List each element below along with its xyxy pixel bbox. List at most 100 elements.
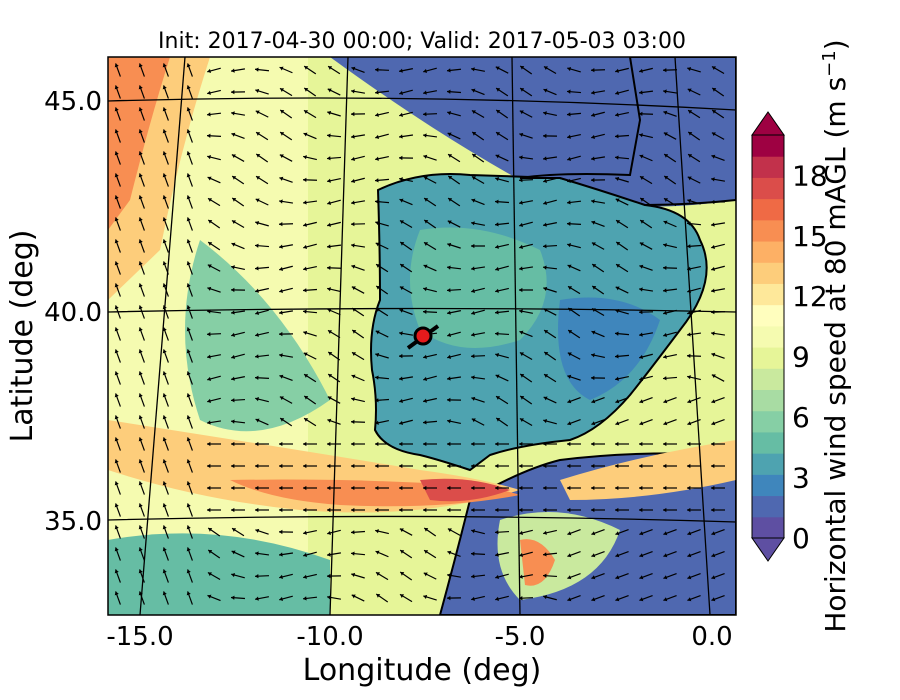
- x-tick-label: -15.0: [106, 622, 173, 652]
- wind-vector-head: [711, 199, 715, 205]
- x-axis-label: Longitude (deg): [303, 653, 542, 688]
- wind-vector-head: [496, 88, 501, 92]
- wind-vector-head: [495, 66, 500, 71]
- wind-vector-head: [663, 354, 667, 359]
- wind-vector-head: [162, 591, 167, 596]
- wind-vector-head: [496, 417, 501, 422]
- wind-vector-head: [447, 132, 452, 137]
- wind-vector-head: [162, 393, 167, 398]
- wind-vector-head: [114, 371, 119, 376]
- wind-vector-head: [304, 88, 309, 92]
- wind-vector-head: [663, 485, 667, 491]
- site-marker: [413, 326, 433, 346]
- wind-vector-head: [162, 195, 167, 200]
- wind-vector-head: [543, 66, 548, 71]
- colorbar-ticks: 0 3 6 9 12 15 18: [792, 159, 828, 555]
- wind-vector-head: [231, 89, 235, 95]
- wind-vector-head: [423, 441, 427, 447]
- wind-vector-head: [591, 67, 595, 73]
- wind-vector-head: [447, 288, 451, 293]
- wind-vector-head: [303, 507, 307, 513]
- wind-vector-head: [186, 85, 191, 90]
- wind-vector-head: [303, 530, 307, 535]
- wind-vector-head: [162, 349, 167, 354]
- wind-vector-head: [207, 68, 212, 74]
- map-panel: [108, 57, 736, 615]
- wind-vector-head: [591, 375, 595, 381]
- wind-vector-head: [567, 221, 571, 226]
- wind-vector-head: [279, 266, 284, 271]
- wind-vector-head: [711, 266, 716, 271]
- wind-vector-head: [591, 485, 595, 491]
- wind-vector-head: [114, 569, 119, 574]
- wind-vector-head: [279, 463, 283, 469]
- wind-vector-head: [447, 507, 451, 513]
- wind-vector-head: [519, 352, 524, 357]
- wind-vector-head: [351, 264, 356, 269]
- wind-vector-head: [207, 594, 212, 599]
- wind-vector-head: [399, 90, 404, 95]
- wind-vector-head: [495, 310, 499, 315]
- wind-vector-head: [471, 288, 476, 293]
- wind-vector-head: [351, 397, 355, 402]
- wind-vector-head: [519, 596, 523, 601]
- wind-vector-head: [496, 396, 501, 400]
- wind-vector-head: [639, 242, 644, 247]
- wind-vector-head: [639, 154, 644, 159]
- wind-vector-head: [375, 463, 379, 469]
- wind-vector-head: [639, 463, 643, 469]
- wind-vector-head: [519, 178, 523, 183]
- wind-vector-head: [495, 574, 500, 579]
- wind-vector-head: [351, 89, 355, 94]
- wind-vector-head: [712, 110, 717, 114]
- wind-vector-head: [687, 66, 692, 72]
- wind-vector-head: [138, 503, 143, 508]
- wind-vector-head: [351, 352, 356, 356]
- wind-vector-head: [255, 397, 259, 402]
- wind-vector-head: [351, 111, 355, 117]
- land-patch-central: [410, 227, 547, 348]
- map-title: Init: 2017-04-30 00:00; Valid: 2017-05-0…: [158, 29, 686, 54]
- wind-vector-head: [303, 200, 307, 205]
- wind-vector-head: [375, 67, 379, 72]
- wind-vector-head: [687, 176, 692, 181]
- wind-vector-head: [711, 597, 716, 602]
- wind-vector-head: [114, 415, 119, 420]
- wind-vector-head: [543, 200, 548, 205]
- wind-vector-head: [279, 176, 284, 181]
- wind-vector-head: [162, 239, 167, 244]
- wind-vector-head: [687, 463, 691, 469]
- wind-vector-head: [114, 151, 119, 156]
- wind-vector-head: [544, 330, 549, 334]
- wind-vector-head: [303, 244, 308, 250]
- wind-vector-head: [519, 530, 524, 535]
- wind-vector-head: [447, 573, 451, 578]
- wind-vector-head: [639, 176, 644, 180]
- wind-vector-head: [424, 242, 429, 246]
- wind-vector-head: [231, 595, 235, 600]
- wind-vector-head: [304, 66, 309, 70]
- wind-vector-head: [712, 88, 717, 92]
- wind-vector-head: [615, 575, 620, 580]
- wind-vector-head: [327, 396, 332, 401]
- wind-vector-head: [303, 463, 307, 469]
- colorbar: 0 3 6 9 12 15 18 Horizontal wind speed at 80 m…: [751, 39, 852, 633]
- wind-vector-head: [231, 332, 235, 337]
- wind-vector-head: [255, 88, 260, 94]
- wind-vector-head: [687, 441, 691, 447]
- colorbar-segment: [752, 431, 784, 454]
- wind-vector-head: [207, 463, 211, 469]
- wind-vector-head: [567, 531, 572, 536]
- wind-vector-head: [520, 374, 525, 378]
- wind-vector-head: [447, 441, 451, 447]
- wind-vector-head: [279, 374, 284, 379]
- wind-vector-head: [114, 459, 119, 464]
- wind-vector-head: [255, 110, 260, 115]
- wind-vector-head: [591, 112, 596, 117]
- wind-vector-head: [399, 308, 404, 313]
- colorbar-tick-label: 15: [792, 220, 828, 253]
- wind-vector-head: [567, 243, 571, 248]
- wind-vector-head: [279, 221, 283, 227]
- wind-vector-head: [472, 154, 477, 158]
- wind-vector-head: [519, 330, 524, 335]
